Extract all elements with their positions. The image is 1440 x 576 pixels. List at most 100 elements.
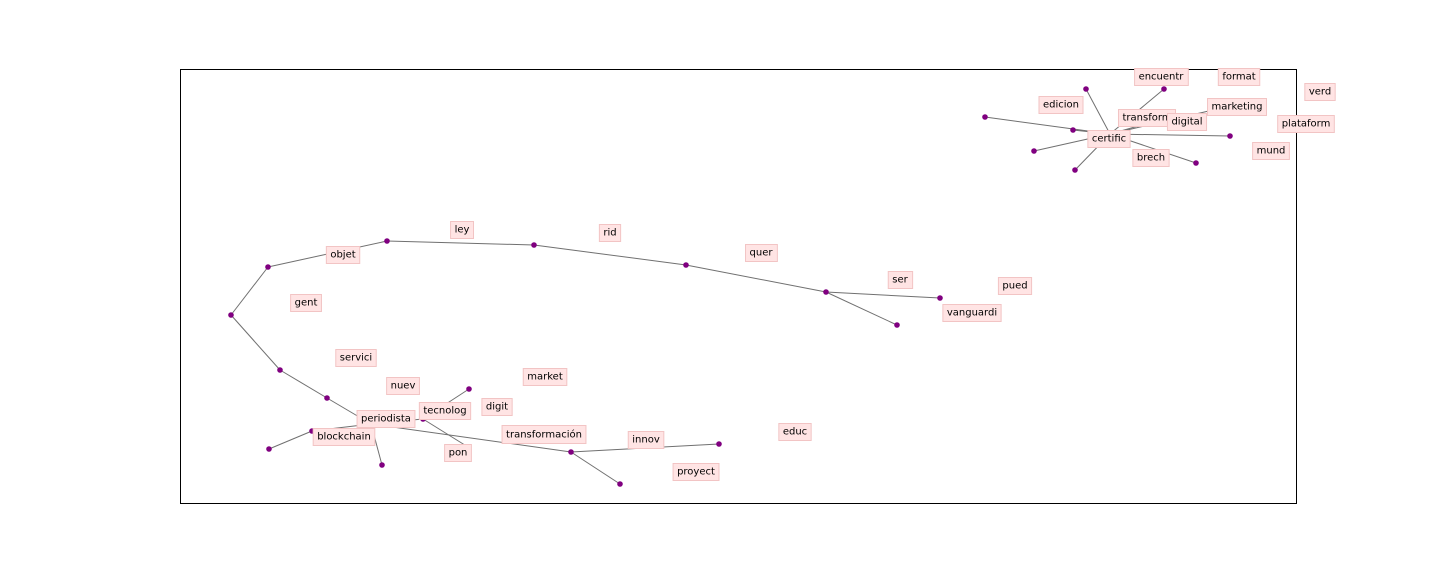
graph-node	[683, 262, 689, 268]
graph-node	[716, 441, 722, 447]
node-label-text: nuev	[391, 381, 416, 392]
node-label-box	[450, 221, 475, 239]
node-label: quer	[745, 244, 778, 262]
node-label: educ	[778, 423, 812, 441]
node-label: mund	[1252, 142, 1290, 160]
node-label: digital	[1166, 113, 1208, 131]
node-label-box	[942, 304, 1002, 322]
node-label-box	[522, 368, 568, 386]
node-label: marketing	[1207, 98, 1267, 116]
graph-edge	[1085, 88, 1111, 135]
graph-edge	[230, 314, 281, 371]
node-label-box	[444, 444, 472, 462]
node-label: certific	[1087, 130, 1131, 148]
node-label-text: certific	[1092, 134, 1126, 145]
graph-edge	[825, 291, 941, 299]
node-label: brech	[1132, 149, 1170, 167]
node-label-text: pon	[449, 448, 468, 459]
node-label-box	[290, 294, 322, 312]
graph-node	[1083, 86, 1089, 92]
node-label: edicion	[1038, 96, 1084, 114]
node-label: periodista	[356, 410, 416, 428]
graph-edge	[279, 369, 328, 399]
node-label: market	[522, 368, 568, 386]
node-label: ley	[450, 221, 475, 239]
node-label-box	[335, 349, 377, 367]
node-label-text: servici	[340, 353, 372, 364]
graph-node	[379, 462, 385, 468]
node-label-box	[1134, 68, 1189, 86]
node-label-text: ley	[455, 225, 470, 236]
node-label-text: marketing	[1212, 102, 1263, 113]
node-label-text: transform	[1122, 113, 1171, 124]
node-label-box	[501, 425, 587, 444]
node-label: nuev	[386, 377, 420, 395]
node-label-box	[887, 271, 914, 289]
node-label: ser	[887, 271, 914, 289]
node-label: format	[1217, 68, 1261, 86]
node-label-text: digital	[1171, 117, 1202, 128]
node-label-text: encuentr	[1139, 72, 1185, 83]
node-label-text: ser	[892, 275, 908, 286]
graph-node	[1227, 133, 1233, 139]
node-label-text: blockchain	[317, 432, 371, 443]
node-label: rid	[598, 224, 622, 242]
node-label-box	[1166, 113, 1208, 131]
node-label-box	[418, 402, 472, 420]
node-label-box	[997, 277, 1033, 295]
graph-edge	[370, 423, 572, 453]
node-label-box	[312, 428, 376, 446]
node-label-box	[1277, 115, 1335, 133]
graph-node	[384, 238, 390, 244]
graph-edge	[386, 240, 535, 246]
node-label: pon	[444, 444, 472, 462]
node-label-text: format	[1222, 72, 1255, 83]
graph-edge	[422, 418, 469, 448]
graph-node	[228, 312, 234, 318]
node-label-text: gent	[295, 298, 318, 309]
node-label-box	[1038, 96, 1084, 114]
node-label-box	[481, 398, 513, 416]
node-label-text: objet	[330, 250, 355, 261]
graph-edge	[268, 430, 313, 450]
node-label-text: market	[527, 372, 563, 383]
node-label-text: plataform	[1282, 119, 1331, 130]
graph-node	[1031, 148, 1037, 154]
node-label-text: rid	[603, 228, 616, 239]
graph-edge	[570, 451, 621, 485]
node-label-box	[1132, 149, 1170, 167]
node-label-box	[672, 463, 720, 481]
labels-layer: encuentr format verd edicion marketing transf…	[290, 68, 1336, 481]
graph-node	[982, 114, 988, 120]
node-label-text: edicion	[1043, 100, 1079, 111]
graph-node	[894, 322, 900, 328]
graph-node	[324, 395, 330, 401]
node-label-text: pued	[1002, 281, 1027, 292]
node-label-text: proyect	[677, 467, 715, 478]
graph-node	[568, 449, 574, 455]
graph-node	[1072, 167, 1078, 173]
graph-edge	[825, 291, 898, 326]
node-label: verd	[1304, 83, 1336, 101]
graph-node	[937, 295, 943, 301]
graph-node	[823, 289, 829, 295]
graph-node	[266, 446, 272, 452]
node-label: tecnolog	[418, 402, 472, 420]
node-label: innov	[627, 431, 665, 449]
graph-node	[531, 242, 537, 248]
node-label-box	[598, 224, 622, 242]
graph-node	[1193, 160, 1199, 166]
node-label-box	[356, 410, 416, 428]
node-label-text: tecnolog	[423, 406, 466, 417]
node-label: gent	[290, 294, 322, 312]
node-label-text: digit	[486, 402, 508, 413]
node-label-text: verd	[1309, 87, 1331, 98]
node-label-box	[386, 377, 420, 395]
graph-node	[466, 386, 472, 392]
node-label-text: brech	[1137, 153, 1165, 164]
node-label-box	[1217, 68, 1261, 86]
node-label-text: transformación	[506, 429, 582, 441]
node-label: digit	[481, 398, 513, 416]
node-label: transformación	[501, 425, 587, 444]
